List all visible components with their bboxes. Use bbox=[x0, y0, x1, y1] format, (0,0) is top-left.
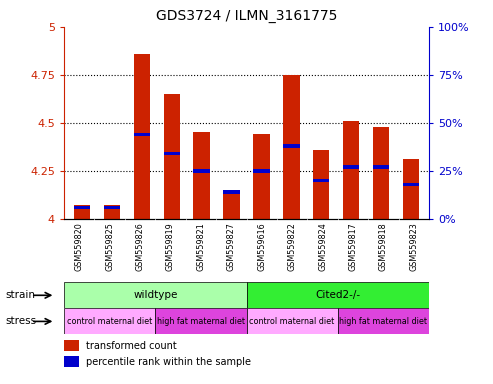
Text: high fat maternal diet: high fat maternal diet bbox=[157, 317, 245, 326]
Bar bbox=[313, 150, 329, 219]
Text: control maternal diet: control maternal diet bbox=[67, 317, 152, 326]
Bar bbox=[64, 339, 79, 351]
Bar bbox=[246, 308, 338, 334]
Bar bbox=[164, 94, 180, 219]
Bar bbox=[313, 179, 329, 182]
Text: control maternal diet: control maternal diet bbox=[249, 317, 335, 326]
Bar bbox=[74, 206, 90, 209]
Bar bbox=[134, 54, 150, 219]
Bar bbox=[134, 133, 150, 136]
Bar bbox=[64, 356, 79, 367]
Bar bbox=[64, 308, 155, 334]
Text: GSM559820: GSM559820 bbox=[75, 222, 84, 271]
Text: GSM559826: GSM559826 bbox=[136, 222, 144, 271]
Text: transformed count: transformed count bbox=[86, 341, 176, 351]
Bar bbox=[338, 308, 429, 334]
Bar bbox=[253, 134, 270, 219]
Bar bbox=[403, 159, 419, 219]
Bar bbox=[253, 169, 270, 173]
Bar bbox=[193, 132, 210, 219]
Text: Cited2-/-: Cited2-/- bbox=[315, 290, 360, 300]
Text: GSM559821: GSM559821 bbox=[196, 222, 206, 271]
Text: GSM559824: GSM559824 bbox=[318, 222, 327, 271]
Text: GSM559827: GSM559827 bbox=[227, 222, 236, 271]
Text: GSM559817: GSM559817 bbox=[349, 222, 357, 271]
Text: GSM559825: GSM559825 bbox=[105, 222, 114, 271]
Bar bbox=[74, 205, 90, 219]
Bar bbox=[64, 282, 246, 308]
Bar bbox=[246, 282, 429, 308]
Bar bbox=[283, 144, 300, 148]
Bar bbox=[223, 194, 240, 219]
Text: GSM559819: GSM559819 bbox=[166, 222, 175, 271]
Text: stress: stress bbox=[5, 316, 36, 326]
Title: GDS3724 / ILMN_3161775: GDS3724 / ILMN_3161775 bbox=[156, 9, 337, 23]
Bar bbox=[164, 152, 180, 156]
Bar bbox=[373, 127, 389, 219]
Bar bbox=[373, 166, 389, 169]
Bar bbox=[283, 75, 300, 219]
Bar bbox=[104, 205, 120, 219]
Text: strain: strain bbox=[5, 290, 35, 300]
Text: high fat maternal diet: high fat maternal diet bbox=[339, 317, 427, 326]
Bar bbox=[343, 121, 359, 219]
Bar bbox=[343, 166, 359, 169]
Text: GSM559616: GSM559616 bbox=[257, 222, 266, 271]
Text: GSM559823: GSM559823 bbox=[409, 222, 418, 271]
Bar bbox=[403, 183, 419, 186]
Bar bbox=[104, 206, 120, 209]
Text: GSM559822: GSM559822 bbox=[287, 222, 297, 271]
Bar bbox=[223, 190, 240, 194]
Bar bbox=[193, 169, 210, 173]
Text: GSM559818: GSM559818 bbox=[379, 222, 388, 271]
Text: wildtype: wildtype bbox=[133, 290, 177, 300]
Text: percentile rank within the sample: percentile rank within the sample bbox=[86, 357, 251, 367]
Bar bbox=[155, 308, 246, 334]
